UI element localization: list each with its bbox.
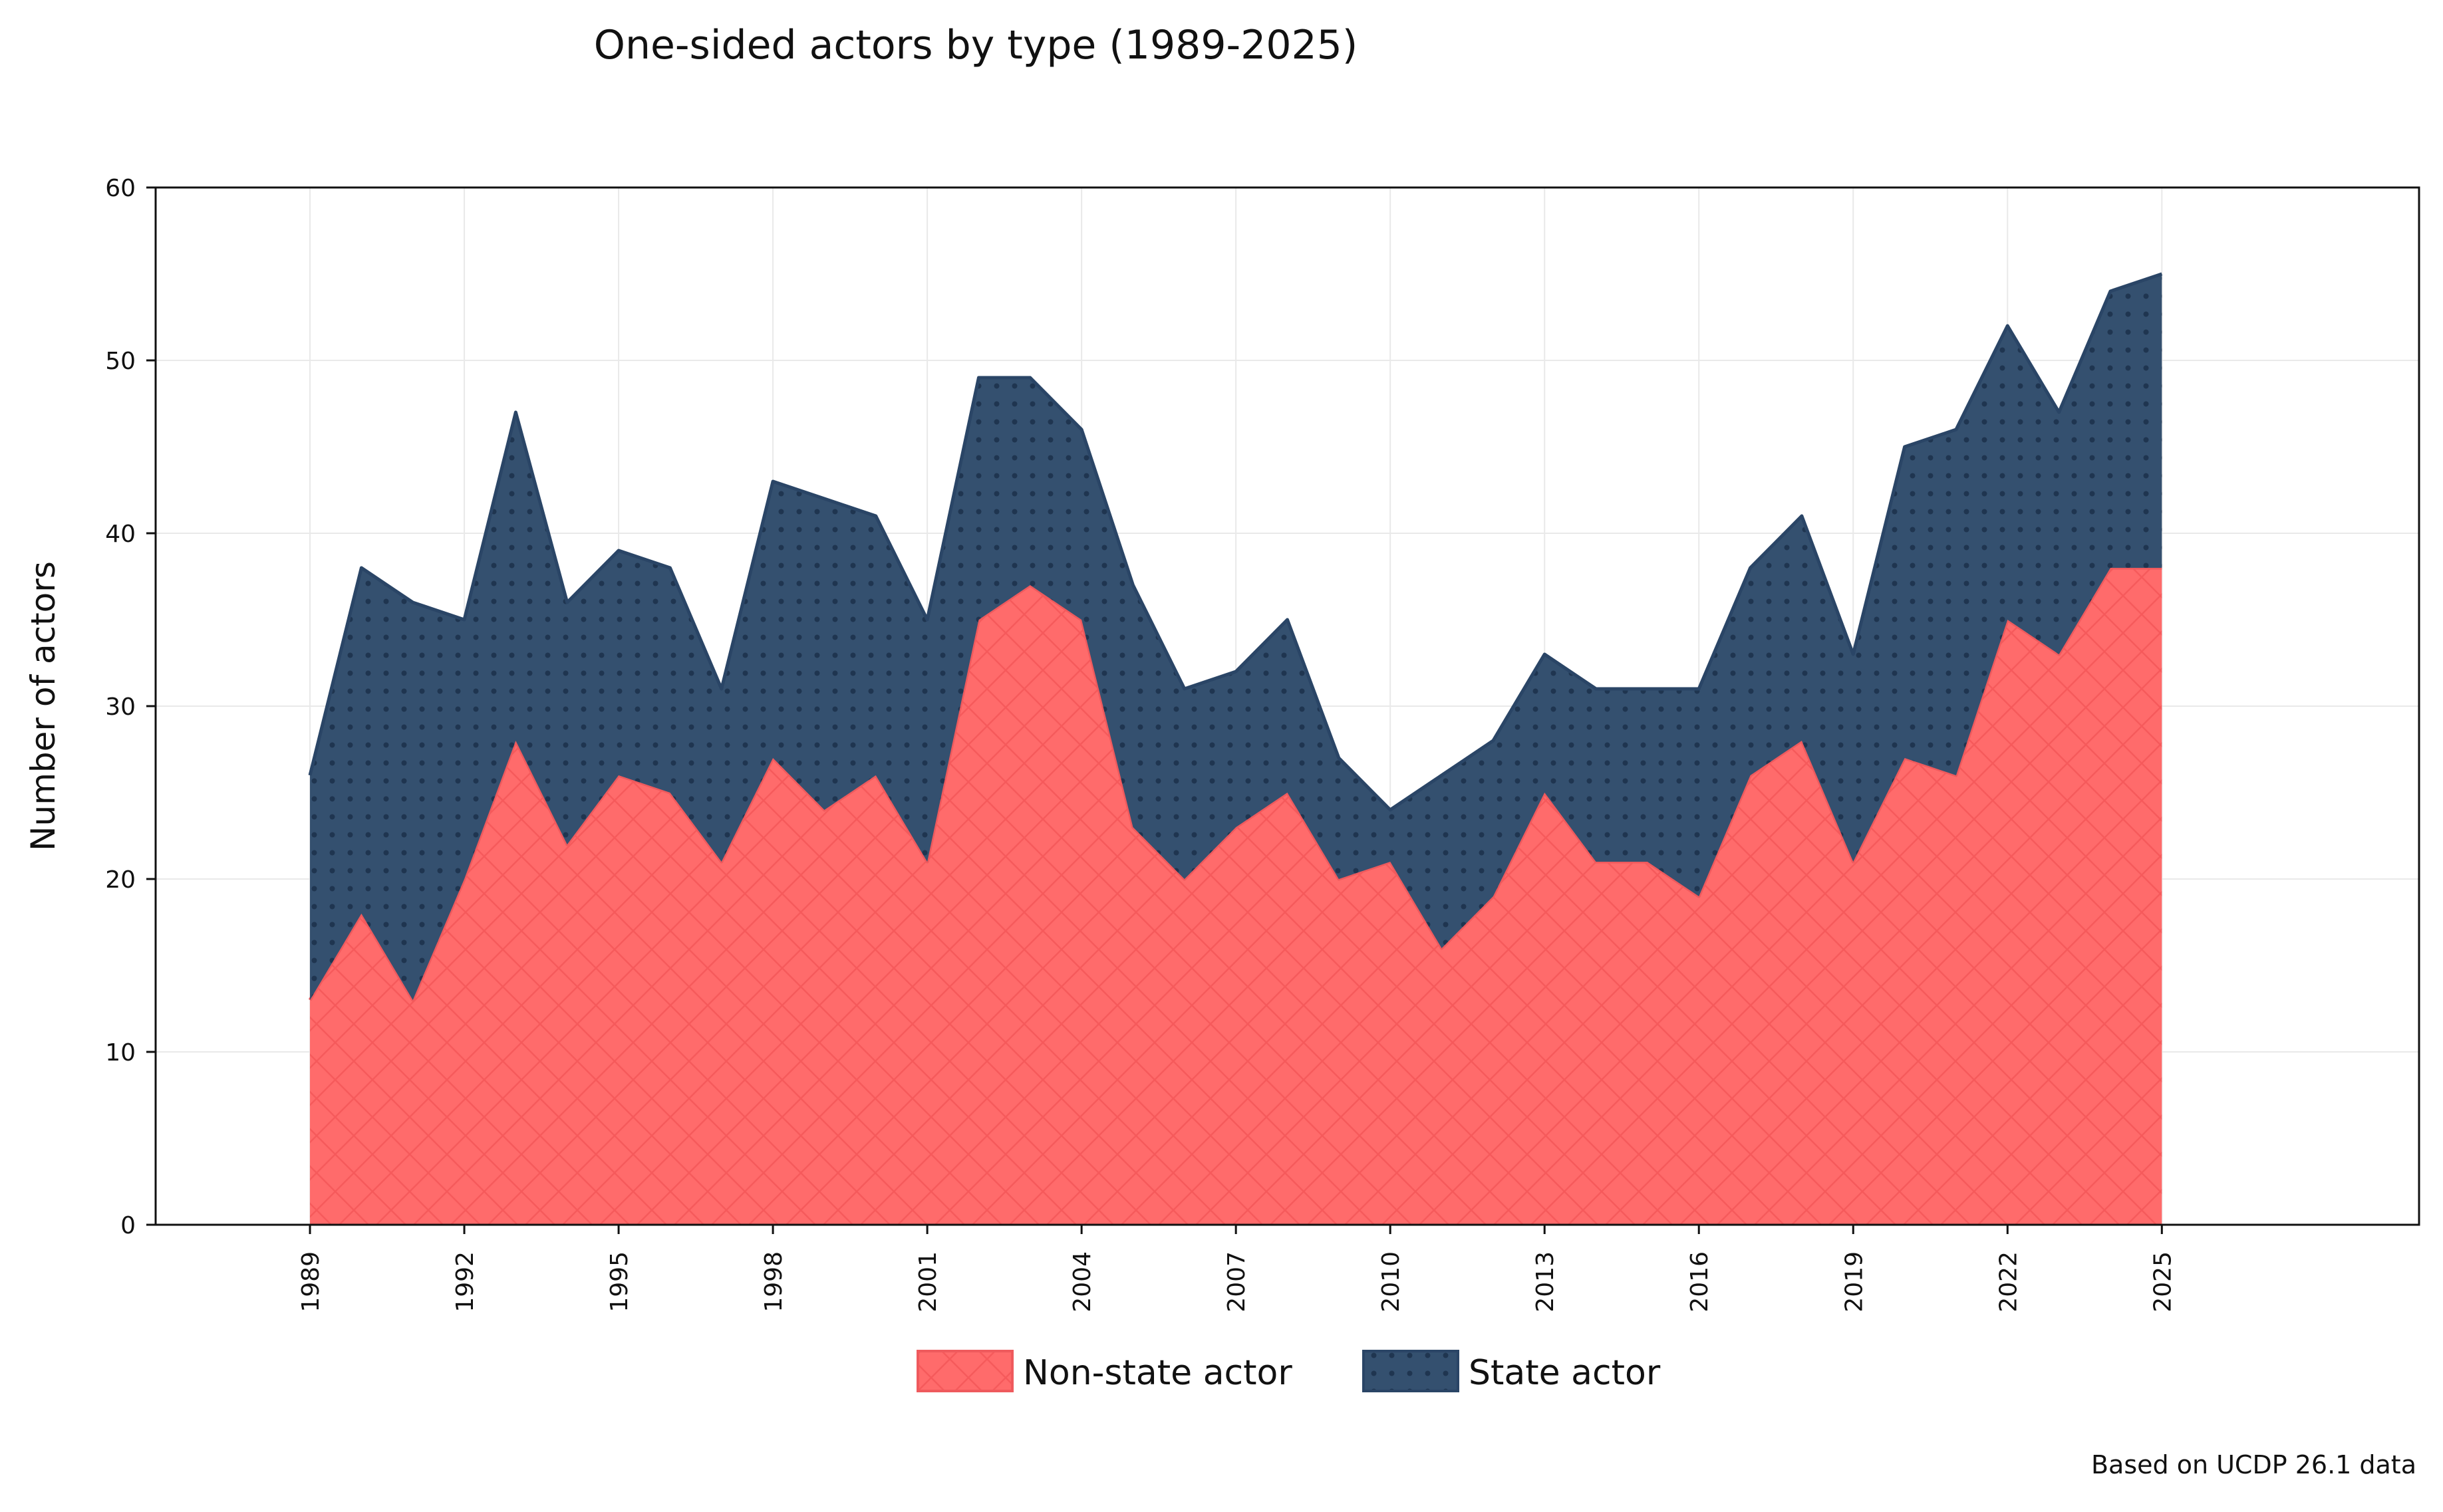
legend-item: Non-state actor	[918, 1351, 1292, 1393]
x-axis: 1989 1992 1995 1998 2001 2004 2007 2010 2013 2016…	[297, 1225, 2176, 1313]
x-tick-label: 2022	[1995, 1251, 2022, 1313]
y-axis: 0 10 20 30 40 50 60	[105, 175, 156, 1239]
y-tick-label: 30	[105, 693, 136, 721]
legend-label: State actor	[1469, 1353, 1661, 1393]
x-tick-label: 1995	[606, 1251, 633, 1313]
x-tick-label: 1989	[297, 1251, 325, 1313]
y-tick-label: 20	[105, 866, 136, 894]
legend-label: Non-state actor	[1023, 1353, 1292, 1393]
x-tick-label: 2004	[1069, 1251, 1096, 1313]
y-tick-label: 40	[105, 521, 136, 548]
chart-title: One-sided actors by type (1989-2025)	[594, 22, 1358, 68]
source-note: Based on UCDP 26.1 data	[2091, 1450, 2416, 1479]
y-axis-label: Number of actors	[24, 561, 63, 851]
x-tick-label: 2001	[915, 1251, 942, 1313]
x-tick-label: 2016	[1686, 1251, 1713, 1313]
y-tick-label: 50	[105, 348, 136, 375]
legend-item: State actor	[1364, 1351, 1661, 1393]
x-tick-label: 2025	[2149, 1251, 2176, 1313]
x-tick-label: 1998	[760, 1251, 788, 1313]
x-tick-label: 2019	[1840, 1251, 1868, 1313]
x-tick-label: 2013	[1532, 1251, 1559, 1313]
x-tick-label: 2010	[1377, 1251, 1405, 1313]
y-tick-label: 10	[105, 1039, 136, 1067]
x-tick-label: 2007	[1223, 1251, 1250, 1313]
x-tick-label: 1992	[452, 1251, 479, 1313]
y-tick-label: 0	[120, 1212, 136, 1239]
legend: Non-state actor State actor	[918, 1351, 1661, 1393]
legend-swatch-pattern	[1364, 1351, 1458, 1391]
legend-swatch-pattern	[918, 1351, 1012, 1391]
y-tick-label: 60	[105, 175, 136, 202]
